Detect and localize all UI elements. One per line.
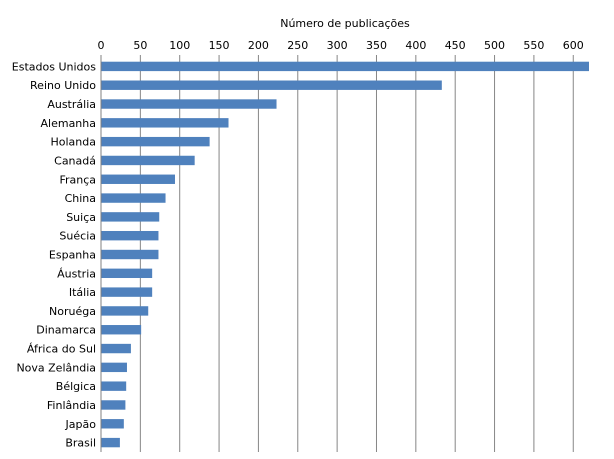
bar [101, 61, 589, 72]
bar [101, 118, 229, 128]
category-label: Noruéga [49, 305, 96, 318]
category-label: Espanha [49, 249, 96, 262]
bar [101, 230, 159, 241]
category-label: Suécia [59, 230, 96, 243]
bar [101, 99, 277, 109]
bar [101, 268, 153, 279]
bars [101, 61, 589, 448]
bar [101, 343, 131, 354]
category-label: Bélgica [56, 380, 96, 393]
category-label: Holanda [51, 136, 97, 149]
x-tick-label: 0 [98, 39, 105, 52]
x-tick-label: 350 [366, 39, 387, 52]
category-label: Estados Unidos [12, 60, 96, 73]
bar [101, 174, 175, 184]
bar [101, 80, 442, 90]
bar [101, 287, 153, 297]
bar [101, 381, 127, 391]
bar [101, 155, 195, 166]
x-tick-label: 50 [133, 39, 147, 52]
category-label: Canadá [54, 154, 96, 167]
x-tick-label: 550 [523, 39, 544, 52]
x-tick-label: 450 [445, 39, 466, 52]
gridlines [100, 55, 574, 452]
bar [101, 419, 124, 429]
bar [101, 193, 166, 203]
bar [101, 362, 127, 373]
bar [101, 325, 142, 335]
x-tick-labels: 0 50 100 150 200 250 300 350 400 450 500 550 600 [98, 39, 584, 52]
bar [101, 306, 149, 316]
category-label: Brasil [65, 437, 96, 450]
category-label: China [65, 192, 96, 205]
bar [101, 136, 210, 147]
category-label: Japão [65, 418, 97, 431]
category-label: Reino Unido [30, 79, 96, 92]
bar [101, 249, 159, 260]
bar [101, 400, 126, 410]
bar [101, 437, 120, 448]
x-tick-label: 400 [405, 39, 426, 52]
x-tick-label: 500 [484, 39, 505, 52]
category-label: África do Sul [27, 343, 96, 356]
x-tick-label: 300 [327, 39, 348, 52]
x-tick-label: 100 [169, 39, 190, 52]
category-label: Austrália [47, 98, 96, 111]
category-label: Dinamarca [36, 324, 96, 337]
category-label: Suiça [66, 211, 96, 224]
category-label: Áustria [57, 267, 96, 280]
category-label: Alemanha [41, 117, 97, 130]
x-tick-label: 600 [563, 39, 584, 52]
category-label: França [59, 173, 96, 186]
category-labels: Estados Unidos Reino Unido Austrália Aleman… [12, 60, 96, 449]
x-tick-label: 200 [248, 39, 269, 52]
x-tick-label: 150 [209, 39, 230, 52]
x-axis-title: Número de publicações [280, 17, 410, 30]
category-label: Nova Zelândia [16, 361, 96, 374]
category-label: Finlândia [47, 399, 96, 412]
bar [101, 212, 160, 222]
x-tick-label: 250 [287, 39, 308, 52]
category-label: Itália [69, 286, 96, 299]
